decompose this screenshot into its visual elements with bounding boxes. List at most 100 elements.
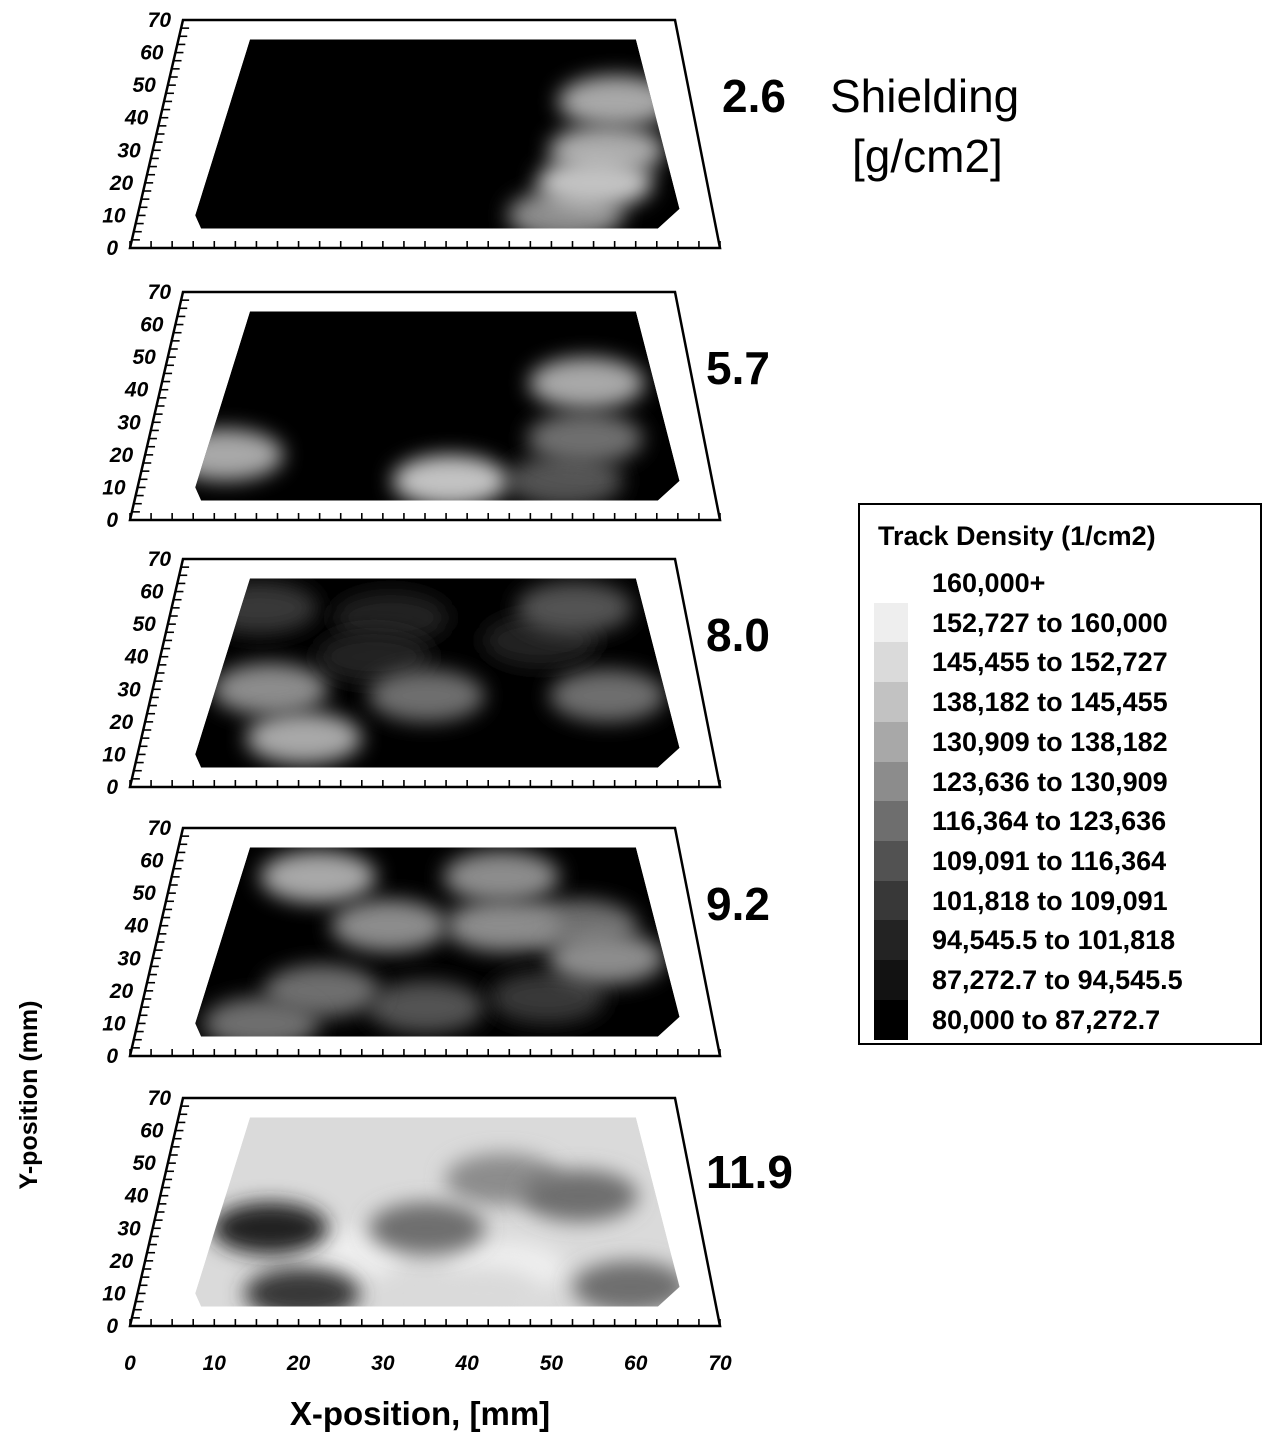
y-tick-label: 30 [117,1217,141,1240]
x-tick-label: 50 [540,1352,564,1375]
density-blob [572,1260,680,1307]
y-tick-label: 40 [124,915,149,938]
y-tick-label: 10 [102,204,126,227]
density-blob [212,1202,329,1255]
y-tick-label: 20 [109,1250,134,1273]
y-tick-label: 30 [117,947,141,970]
density-blob [368,1202,485,1255]
legend-label: 87,272.7 to 94,545.5 [932,965,1183,995]
legend-label: 145,455 to 152,727 [932,647,1168,678]
density-blob [368,669,485,722]
y-tick-label: 60 [140,42,164,65]
density-blob [521,1169,638,1222]
legend-label: 152,727 to 160,000 [932,607,1168,638]
panels: 0 10 20 30 40 50 60 70 2.6 0 10 20 30 40 50 60 70 5.7 0 10 2… [102,9,793,1375]
y-tick-label: 30 [117,678,141,701]
legend-swatch [874,563,908,603]
density-blob [331,899,448,952]
legend-title: Track Density (1/cm2) [878,521,1156,551]
legend-swatch [874,602,908,643]
density-blob [392,454,509,501]
density-blob [260,850,377,903]
density-blob [333,591,450,644]
legend-swatch [874,682,908,723]
shielding-title: Shielding [830,70,1019,122]
legend-swatch [874,880,908,921]
density-blob [445,899,562,952]
y-tick-label: 10 [102,476,126,499]
panel-4: 0 10 20 30 40 50 60 70 9.2 [102,817,770,1068]
legend-entry: 160,000+ [874,563,1254,603]
y-tick-label: 60 [140,850,164,873]
y-tick-label: 50 [132,613,156,636]
density-blob [244,1267,361,1307]
legend-entry: 116,364 to 123,636 [874,801,1254,842]
x-tick-label: 60 [624,1352,648,1375]
legend-swatch [874,920,908,961]
density-blob [536,156,653,209]
panel-1: 0 10 20 30 40 50 60 70 2.6 [102,9,786,260]
legend-entry: 145,455 to 152,727 [874,642,1254,683]
y-tick-label: 40 [124,107,149,130]
x-axis-title: X-position, [mm] [290,1395,550,1432]
density-blob [506,454,623,501]
y-tick-label: 10 [102,1012,126,1035]
density-blob [245,712,362,765]
legend-label: 138,182 to 145,455 [932,687,1168,718]
density-blob [443,850,560,903]
legend-entry: 138,182 to 145,455 [874,682,1254,723]
legend-label: 160,000+ [932,568,1046,598]
x-tick-label: 30 [371,1352,395,1375]
legend-swatch [874,999,908,1040]
y-tick-label: 70 [148,548,172,571]
legend-swatch [874,840,908,881]
panel-3: 0 10 20 30 40 50 60 70 8.0 [102,548,770,799]
shielding-unit: [g/cm2] [852,130,1003,182]
legend-entry: 101,818 to 109,091 [874,880,1254,921]
panel-5: 0 10 20 30 40 50 60 70 11.9 [102,1087,793,1338]
legend-entry: 94,545.5 to 101,818 [874,920,1254,961]
y-tick-label: 60 [140,581,164,604]
y-tick-label: 30 [117,411,141,434]
legend-swatch [874,761,908,802]
y-axis-title: Y-position (mm) [15,1001,43,1190]
y-tick-label: 20 [109,444,134,467]
y-tick-label: 40 [124,646,149,669]
y-tick-label: 20 [109,172,134,195]
density-blob [203,997,319,1037]
density-blob [548,932,665,985]
y-tick-label: 0 [106,1045,118,1068]
density-blob [549,669,666,722]
density-blob [212,663,329,716]
y-tick-label: 50 [132,882,156,905]
y-tick-label: 0 [106,776,118,799]
y-tick-label: 10 [102,743,126,766]
density-blob [557,75,674,128]
y-tick-label: 70 [148,281,172,304]
density-map [195,578,680,768]
legend-entry: 109,091 to 116,364 [874,840,1254,881]
y-tick-label: 20 [109,980,134,1003]
legend-label: 116,364 to 123,636 [932,806,1167,837]
y-tick-label: 40 [124,1185,149,1208]
legend-swatch [874,960,908,1000]
shielding-value: 8.0 [706,609,770,661]
density-map [195,39,680,229]
shielding-value: 5.7 [706,342,770,394]
y-tick-label: 60 [140,1120,164,1143]
legend-label: 130,909 to 138,182 [932,726,1168,757]
y-tick-label: 70 [148,1087,172,1110]
x-tick-label: 70 [708,1352,732,1375]
x-tick-label: 0 [124,1352,136,1375]
legend-entry: 123,636 to 130,909 [874,761,1254,802]
legend: Track Density (1/cm2) 160,000+ 152,727 to… [858,503,1262,1045]
density-blob [527,412,643,465]
density-blob [425,1267,542,1307]
y-tick-label: 0 [106,1315,118,1338]
legend-entry: 130,909 to 138,182 [874,721,1254,762]
shielding-value: 2.6 [722,70,786,122]
legend-label: 109,091 to 116,364 [932,845,1167,876]
legend-label: 101,818 to 109,091 [932,885,1168,916]
y-tick-label: 70 [148,9,172,32]
